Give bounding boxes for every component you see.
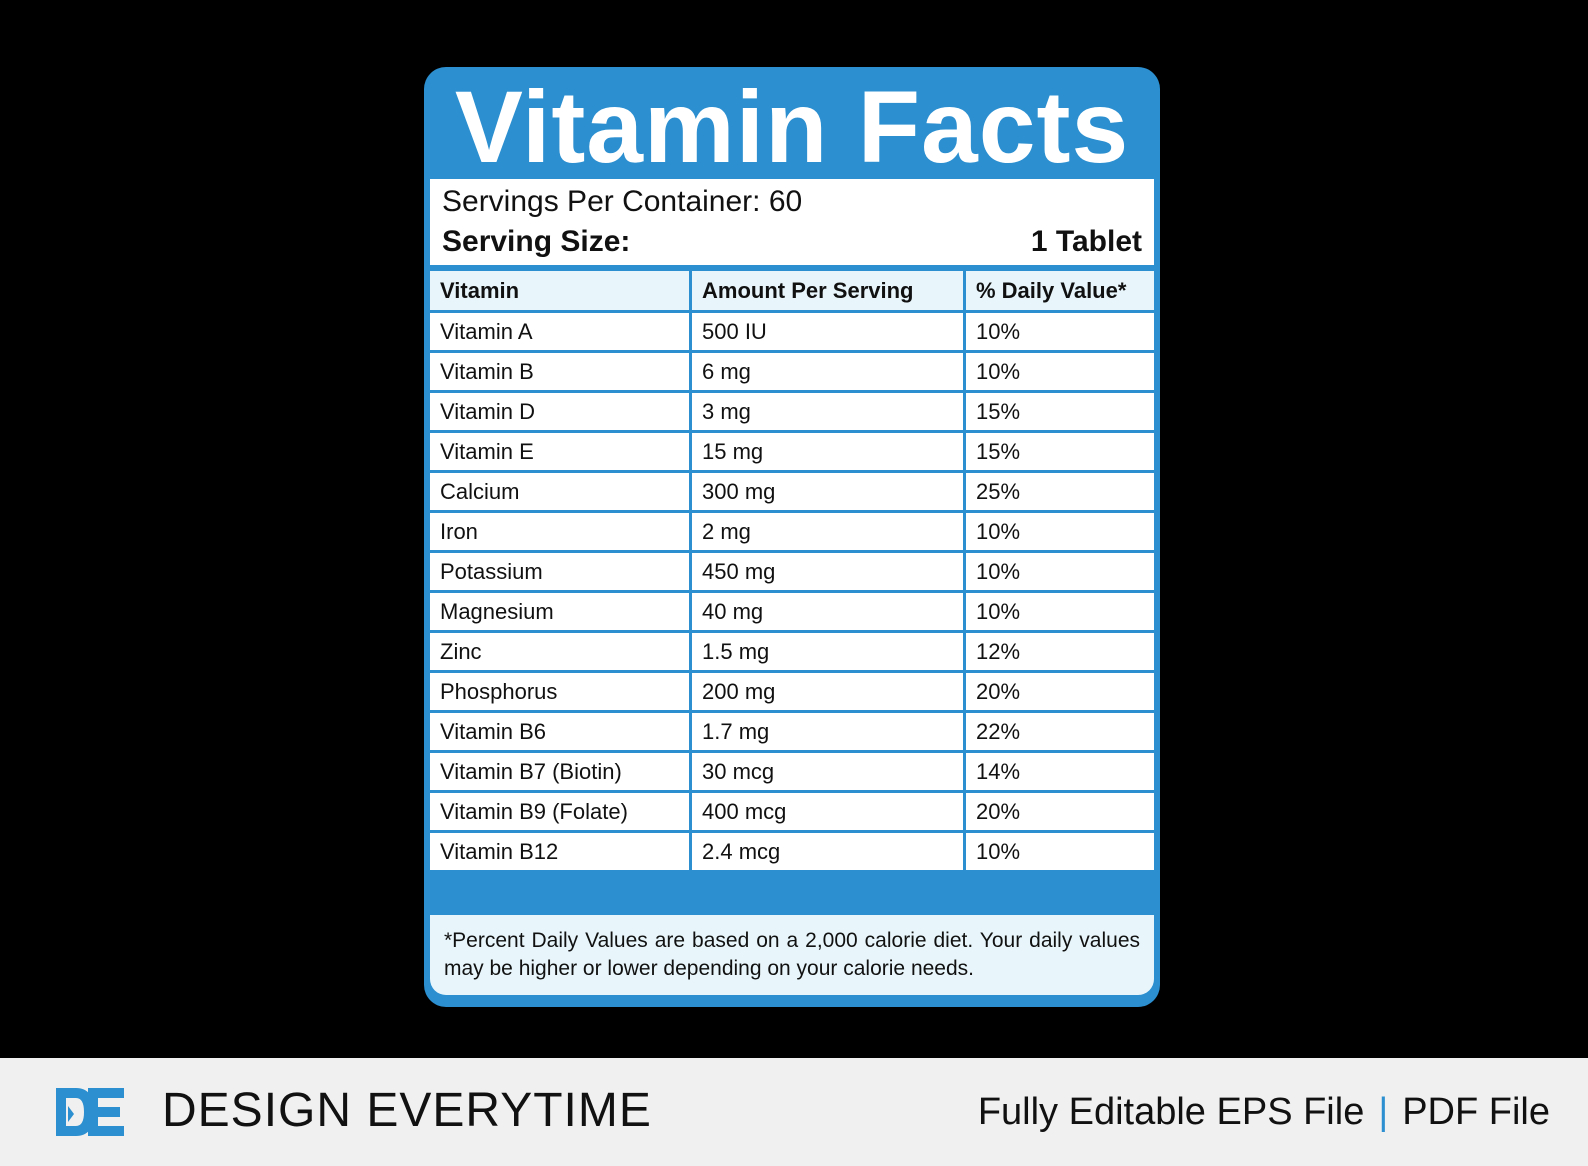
daily-value-cell: 12%	[966, 633, 1154, 673]
vitamin-name-cell: Vitamin B12	[430, 833, 692, 873]
amount-cell: 300 mg	[692, 473, 966, 513]
daily-value-cell: 15%	[966, 433, 1154, 473]
daily-value-cell: 14%	[966, 753, 1154, 793]
table-header-row: Vitamin Amount Per Serving % Daily Value…	[430, 271, 1154, 313]
table-row: Iron 2 mg 10%	[430, 513, 1154, 553]
daily-value-cell: 10%	[966, 353, 1154, 393]
vitamin-name-cell: Calcium	[430, 473, 692, 513]
daily-value-cell: 10%	[966, 593, 1154, 633]
amount-cell: 1.5 mg	[692, 633, 966, 673]
file-type-eps: Fully Editable EPS File	[977, 1091, 1365, 1133]
amount-cell: 6 mg	[692, 353, 966, 393]
vitamin-name-cell: Phosphorus	[430, 673, 692, 713]
column-header-amount: Amount Per Serving	[692, 271, 966, 313]
amount-cell: 400 mcg	[692, 793, 966, 833]
vitamin-name-cell: Vitamin B7 (Biotin)	[430, 753, 692, 793]
vitamin-facts-label: Vitamin Facts Servings Per Container: 60…	[424, 67, 1160, 1007]
vitamin-name-cell: Vitamin E	[430, 433, 692, 473]
amount-cell: 2 mg	[692, 513, 966, 553]
amount-cell: 450 mg	[692, 553, 966, 593]
serving-info: Servings Per Container: 60 Serving Size:…	[430, 179, 1154, 265]
vitamin-name-cell: Vitamin B6	[430, 713, 692, 753]
vitamin-name-cell: Vitamin B	[430, 353, 692, 393]
footnote: *Percent Daily Values are based on a 2,0…	[430, 915, 1154, 995]
vitamin-name-cell: Iron	[430, 513, 692, 553]
facts-table-wrap: Vitamin Amount Per Serving % Daily Value…	[430, 271, 1154, 873]
daily-value-cell: 22%	[966, 713, 1154, 753]
file-type-pdf: PDF File	[1402, 1091, 1550, 1133]
vitamin-name-cell: Vitamin A	[430, 313, 692, 353]
daily-value-cell: 10%	[966, 313, 1154, 353]
file-types: Fully Editable EPS File | PDF File	[978, 1084, 1550, 1140]
brand-name: DESIGN EVERYTIME	[162, 1084, 652, 1137]
amount-cell: 500 IU	[692, 313, 966, 353]
amount-cell: 15 mg	[692, 433, 966, 473]
table-row: Magnesium 40 mg 10%	[430, 593, 1154, 633]
label-title: Vitamin Facts	[454, 70, 1130, 184]
daily-value-cell: 15%	[966, 393, 1154, 433]
vitamin-name-cell: Magnesium	[430, 593, 692, 633]
amount-cell: 3 mg	[692, 393, 966, 433]
vitamin-name-cell: Zinc	[430, 633, 692, 673]
table-row: Calcium 300 mg 25%	[430, 473, 1154, 513]
table-row: Vitamin B7 (Biotin) 30 mcg 14%	[430, 753, 1154, 793]
daily-value-cell: 10%	[966, 833, 1154, 873]
vitamin-name-cell: Vitamin B9 (Folate)	[430, 793, 692, 833]
table-row: Potassium 450 mg 10%	[430, 553, 1154, 593]
amount-cell: 30 mcg	[692, 753, 966, 793]
amount-cell: 200 mg	[692, 673, 966, 713]
table-row: Phosphorus 200 mg 20%	[430, 673, 1154, 713]
daily-value-cell: 20%	[966, 793, 1154, 833]
table-row: Zinc 1.5 mg 12%	[430, 633, 1154, 673]
vitamin-name-cell: Potassium	[430, 553, 692, 593]
serving-size-label: Serving Size:	[442, 225, 631, 258]
facts-table: Vitamin Amount Per Serving % Daily Value…	[430, 271, 1154, 873]
amount-cell: 2.4 mcg	[692, 833, 966, 873]
daily-value-cell: 20%	[966, 673, 1154, 713]
serving-size-value: 1 Tablet	[1030, 225, 1142, 258]
vitamin-name-cell: Vitamin D	[430, 393, 692, 433]
table-row: Vitamin A 500 IU 10%	[430, 313, 1154, 353]
amount-cell: 1.7 mg	[692, 713, 966, 753]
table-row: Vitamin B9 (Folate) 400 mcg 20%	[430, 793, 1154, 833]
file-type-separator: |	[1378, 1091, 1389, 1133]
amount-cell: 40 mg	[692, 593, 966, 633]
bottom-banner: DESIGN EVERYTIME Fully Editable EPS File…	[0, 1058, 1588, 1166]
column-header-vitamin: Vitamin	[430, 271, 692, 313]
de-monogram-logo-icon	[56, 1088, 124, 1136]
table-row: Vitamin B6 1.7 mg 22%	[430, 713, 1154, 753]
daily-value-cell: 25%	[966, 473, 1154, 513]
table-row: Vitamin B12 2.4 mcg 10%	[430, 833, 1154, 873]
table-row: Vitamin E 15 mg 15%	[430, 433, 1154, 473]
column-header-daily-value: % Daily Value*	[966, 271, 1154, 313]
servings-per-container: Servings Per Container: 60	[442, 185, 803, 218]
daily-value-cell: 10%	[966, 513, 1154, 553]
daily-value-cell: 10%	[966, 553, 1154, 593]
